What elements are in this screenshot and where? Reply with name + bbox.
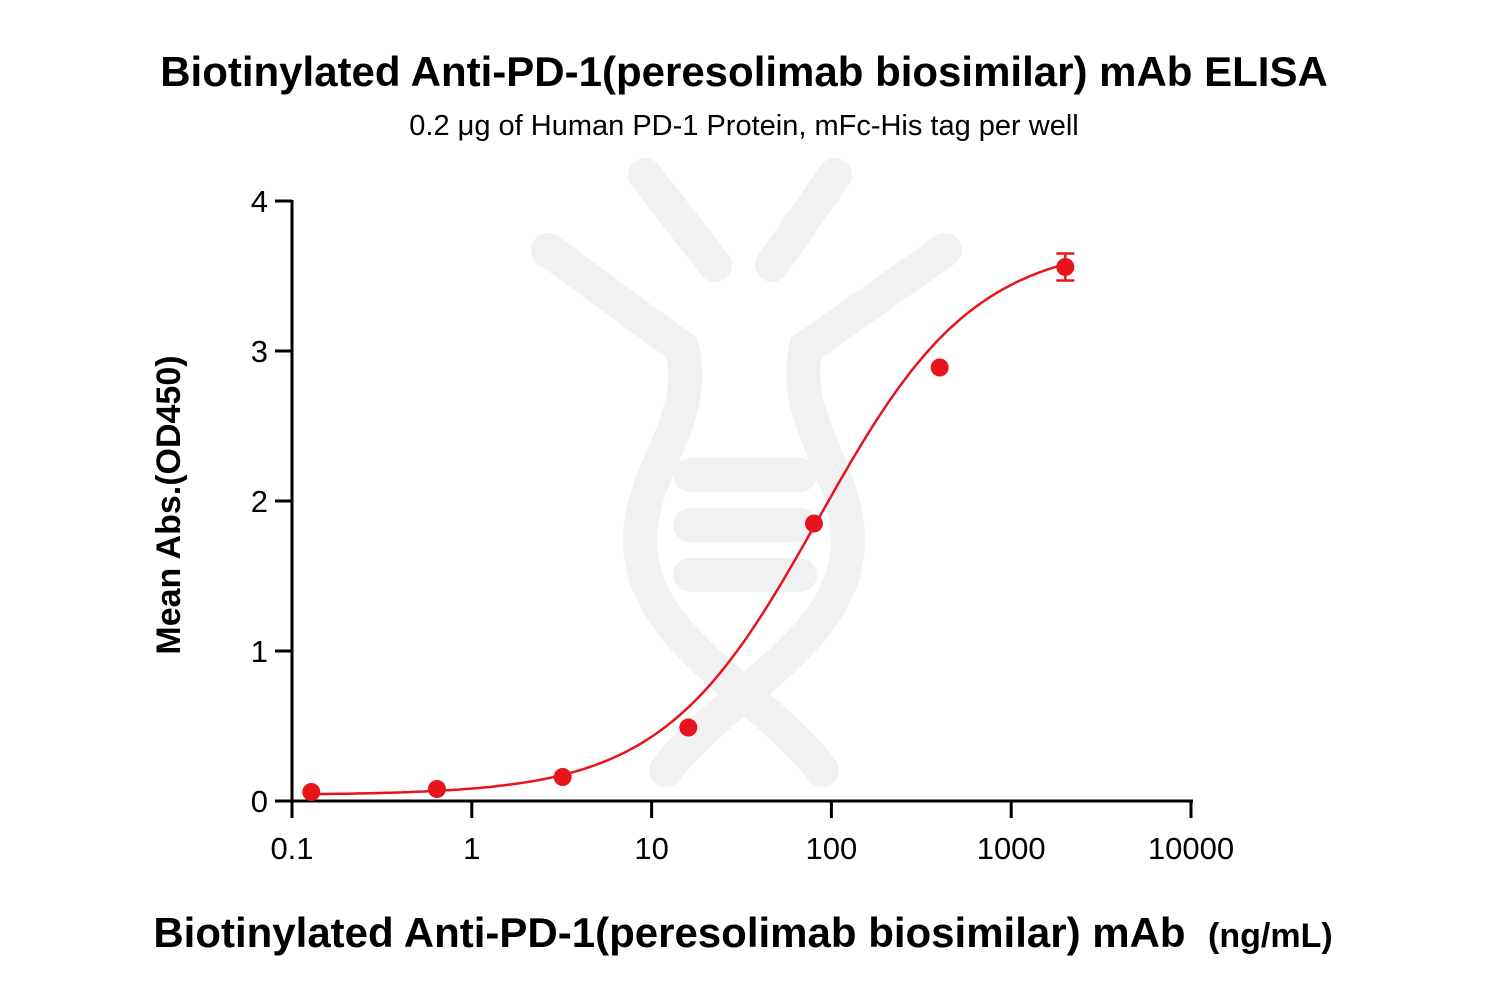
y-tick-label: 2 — [251, 484, 268, 519]
data-points — [302, 252, 1075, 801]
data-point — [302, 783, 321, 801]
y-tick-label: 4 — [251, 184, 268, 219]
data-point — [553, 768, 572, 786]
chart-title: Biotinylated Anti-PD-1(peresolimab biosi… — [160, 48, 1328, 95]
x-ticks: 0.1 1 10 100 1000 10000 — [270, 801, 1234, 866]
data-point — [427, 780, 446, 798]
data-point — [1056, 258, 1075, 276]
x-tick-label: 0.1 — [270, 831, 313, 866]
x-tick-label: 10000 — [1148, 831, 1234, 866]
x-axis-title: Biotinylated Anti-PD-1(peresolimab biosi… — [153, 909, 1332, 956]
watermark-logo — [531, 158, 962, 787]
x-tick-label: 10 — [634, 831, 668, 866]
x-axis-title-unit: (ng/mL) — [1208, 917, 1333, 955]
y-axis-title: Mean Abs.(OD450) — [150, 355, 188, 654]
y-tick-label: 3 — [251, 334, 268, 369]
y-tick-label: 1 — [251, 634, 268, 669]
chart-subtitle: 0.2 μg of Human PD-1 Protein, mFc-His ta… — [409, 110, 1079, 142]
data-point — [804, 514, 823, 533]
x-tick-label: 1 — [463, 831, 480, 866]
data-point — [679, 718, 698, 737]
x-tick-label: 1000 — [977, 831, 1046, 866]
y-tick-label: 0 — [251, 784, 268, 819]
x-axis-title-main: Biotinylated Anti-PD-1(peresolimab biosi… — [153, 909, 1185, 956]
x-tick-label: 100 — [806, 831, 858, 866]
y-ticks: 0 1 2 3 4 — [251, 184, 292, 819]
data-point — [930, 358, 949, 377]
